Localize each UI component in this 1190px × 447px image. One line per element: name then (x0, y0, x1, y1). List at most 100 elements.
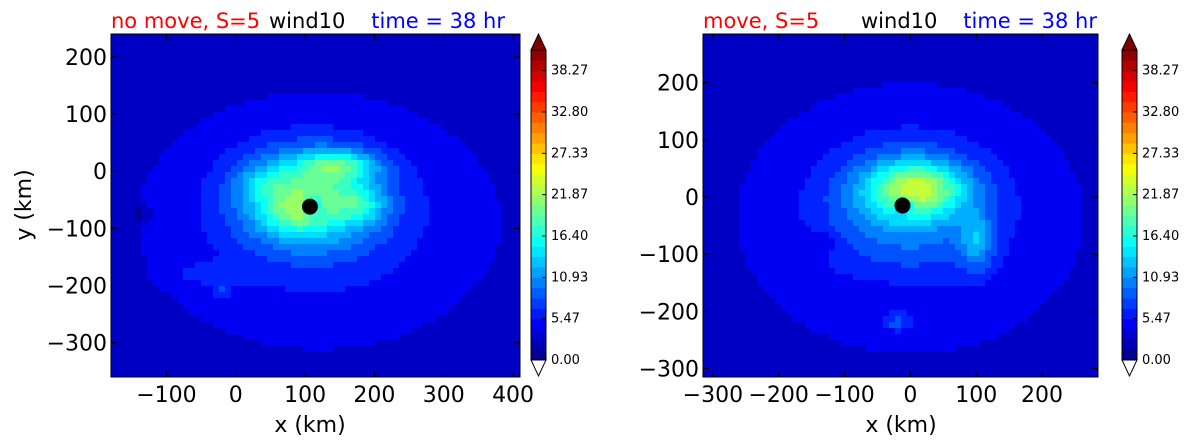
field-cell (709, 34, 716, 41)
field-cell (745, 34, 752, 41)
field-cell (291, 250, 298, 257)
field-cell (1009, 94, 1016, 101)
field-cell (279, 244, 286, 251)
field-cell (973, 40, 980, 47)
field-cell (159, 196, 166, 203)
field-cell (471, 316, 478, 323)
field-cell (375, 364, 382, 371)
field-cell (213, 142, 220, 149)
field-cell (429, 88, 436, 95)
field-cell (207, 280, 214, 287)
field-cell (147, 238, 154, 245)
field-cell (117, 136, 124, 143)
field-cell (141, 118, 148, 125)
field-cell (327, 202, 334, 209)
field-cell (381, 118, 388, 125)
field-cell (489, 208, 496, 215)
field-cell (207, 364, 214, 371)
field-cell (387, 76, 394, 83)
field-cell (315, 280, 322, 287)
field-cell (501, 256, 508, 263)
field-cell (1009, 82, 1016, 89)
field-cell (429, 226, 436, 233)
field-cell (411, 112, 418, 119)
field-cell (225, 220, 232, 227)
field-cell (285, 220, 292, 227)
field-cell (345, 370, 352, 377)
field-cell (459, 304, 466, 311)
field-cell (243, 370, 250, 377)
field-cell (213, 358, 220, 365)
field-cell (471, 154, 478, 161)
field-cell (117, 184, 124, 191)
field-cell (261, 190, 268, 197)
field-cell (171, 226, 178, 233)
field-cell (135, 340, 142, 347)
field-cell (135, 100, 142, 107)
field-cell (339, 370, 346, 377)
field-cell (871, 46, 878, 53)
field-cell (357, 220, 364, 227)
field-cell (267, 160, 274, 167)
field-cell (267, 40, 274, 47)
field-cell (165, 76, 172, 83)
field-cell (991, 34, 998, 41)
field-cell (351, 136, 358, 143)
field-cell (811, 64, 818, 71)
field-cell (147, 256, 154, 263)
field-cell (501, 130, 508, 137)
field-cell (513, 82, 520, 89)
field-cell (297, 136, 304, 143)
field-cell (501, 232, 508, 239)
field-cell (237, 358, 244, 365)
field-cell (411, 238, 418, 245)
field-cell (465, 304, 472, 311)
field-cell (363, 334, 370, 341)
field-cell (369, 244, 376, 251)
field-cell (237, 322, 244, 329)
field-cell (255, 328, 262, 335)
field-cell (165, 160, 172, 167)
field-cell (255, 178, 262, 185)
field-cell (135, 328, 142, 335)
field-cell (219, 358, 226, 365)
field-cell (381, 340, 388, 347)
field-cell (117, 148, 124, 155)
field-cell (973, 64, 980, 71)
field-cell (417, 346, 424, 353)
field-cell (177, 370, 184, 377)
field-cell (781, 64, 788, 71)
field-cell (159, 334, 166, 341)
field-cell (351, 196, 358, 203)
field-cell (291, 274, 298, 281)
field-cell (381, 124, 388, 131)
field-cell (165, 88, 172, 95)
field-cell (351, 250, 358, 257)
field-cell (309, 316, 316, 323)
field-cell (393, 232, 400, 239)
field-cell (495, 178, 502, 185)
field-cell (477, 316, 484, 323)
field-cell (477, 334, 484, 341)
field-cell (393, 220, 400, 227)
field-cell (123, 112, 130, 119)
field-cell (417, 304, 424, 311)
field-cell (171, 358, 178, 365)
field-cell (393, 88, 400, 95)
field-cell (237, 124, 244, 131)
field-cell (471, 232, 478, 239)
field-cell (477, 292, 484, 299)
field-cell (183, 262, 190, 269)
field-cell (273, 370, 280, 377)
field-cell (513, 352, 520, 359)
field-cell (165, 340, 172, 347)
field-cell (309, 118, 316, 125)
field-cell (129, 304, 136, 311)
field-cell (859, 70, 866, 77)
field-cell (381, 130, 388, 137)
field-cell (477, 160, 484, 167)
field-cell (877, 64, 884, 71)
field-cell (201, 184, 208, 191)
field-cell (369, 130, 376, 137)
field-cell (111, 292, 118, 299)
